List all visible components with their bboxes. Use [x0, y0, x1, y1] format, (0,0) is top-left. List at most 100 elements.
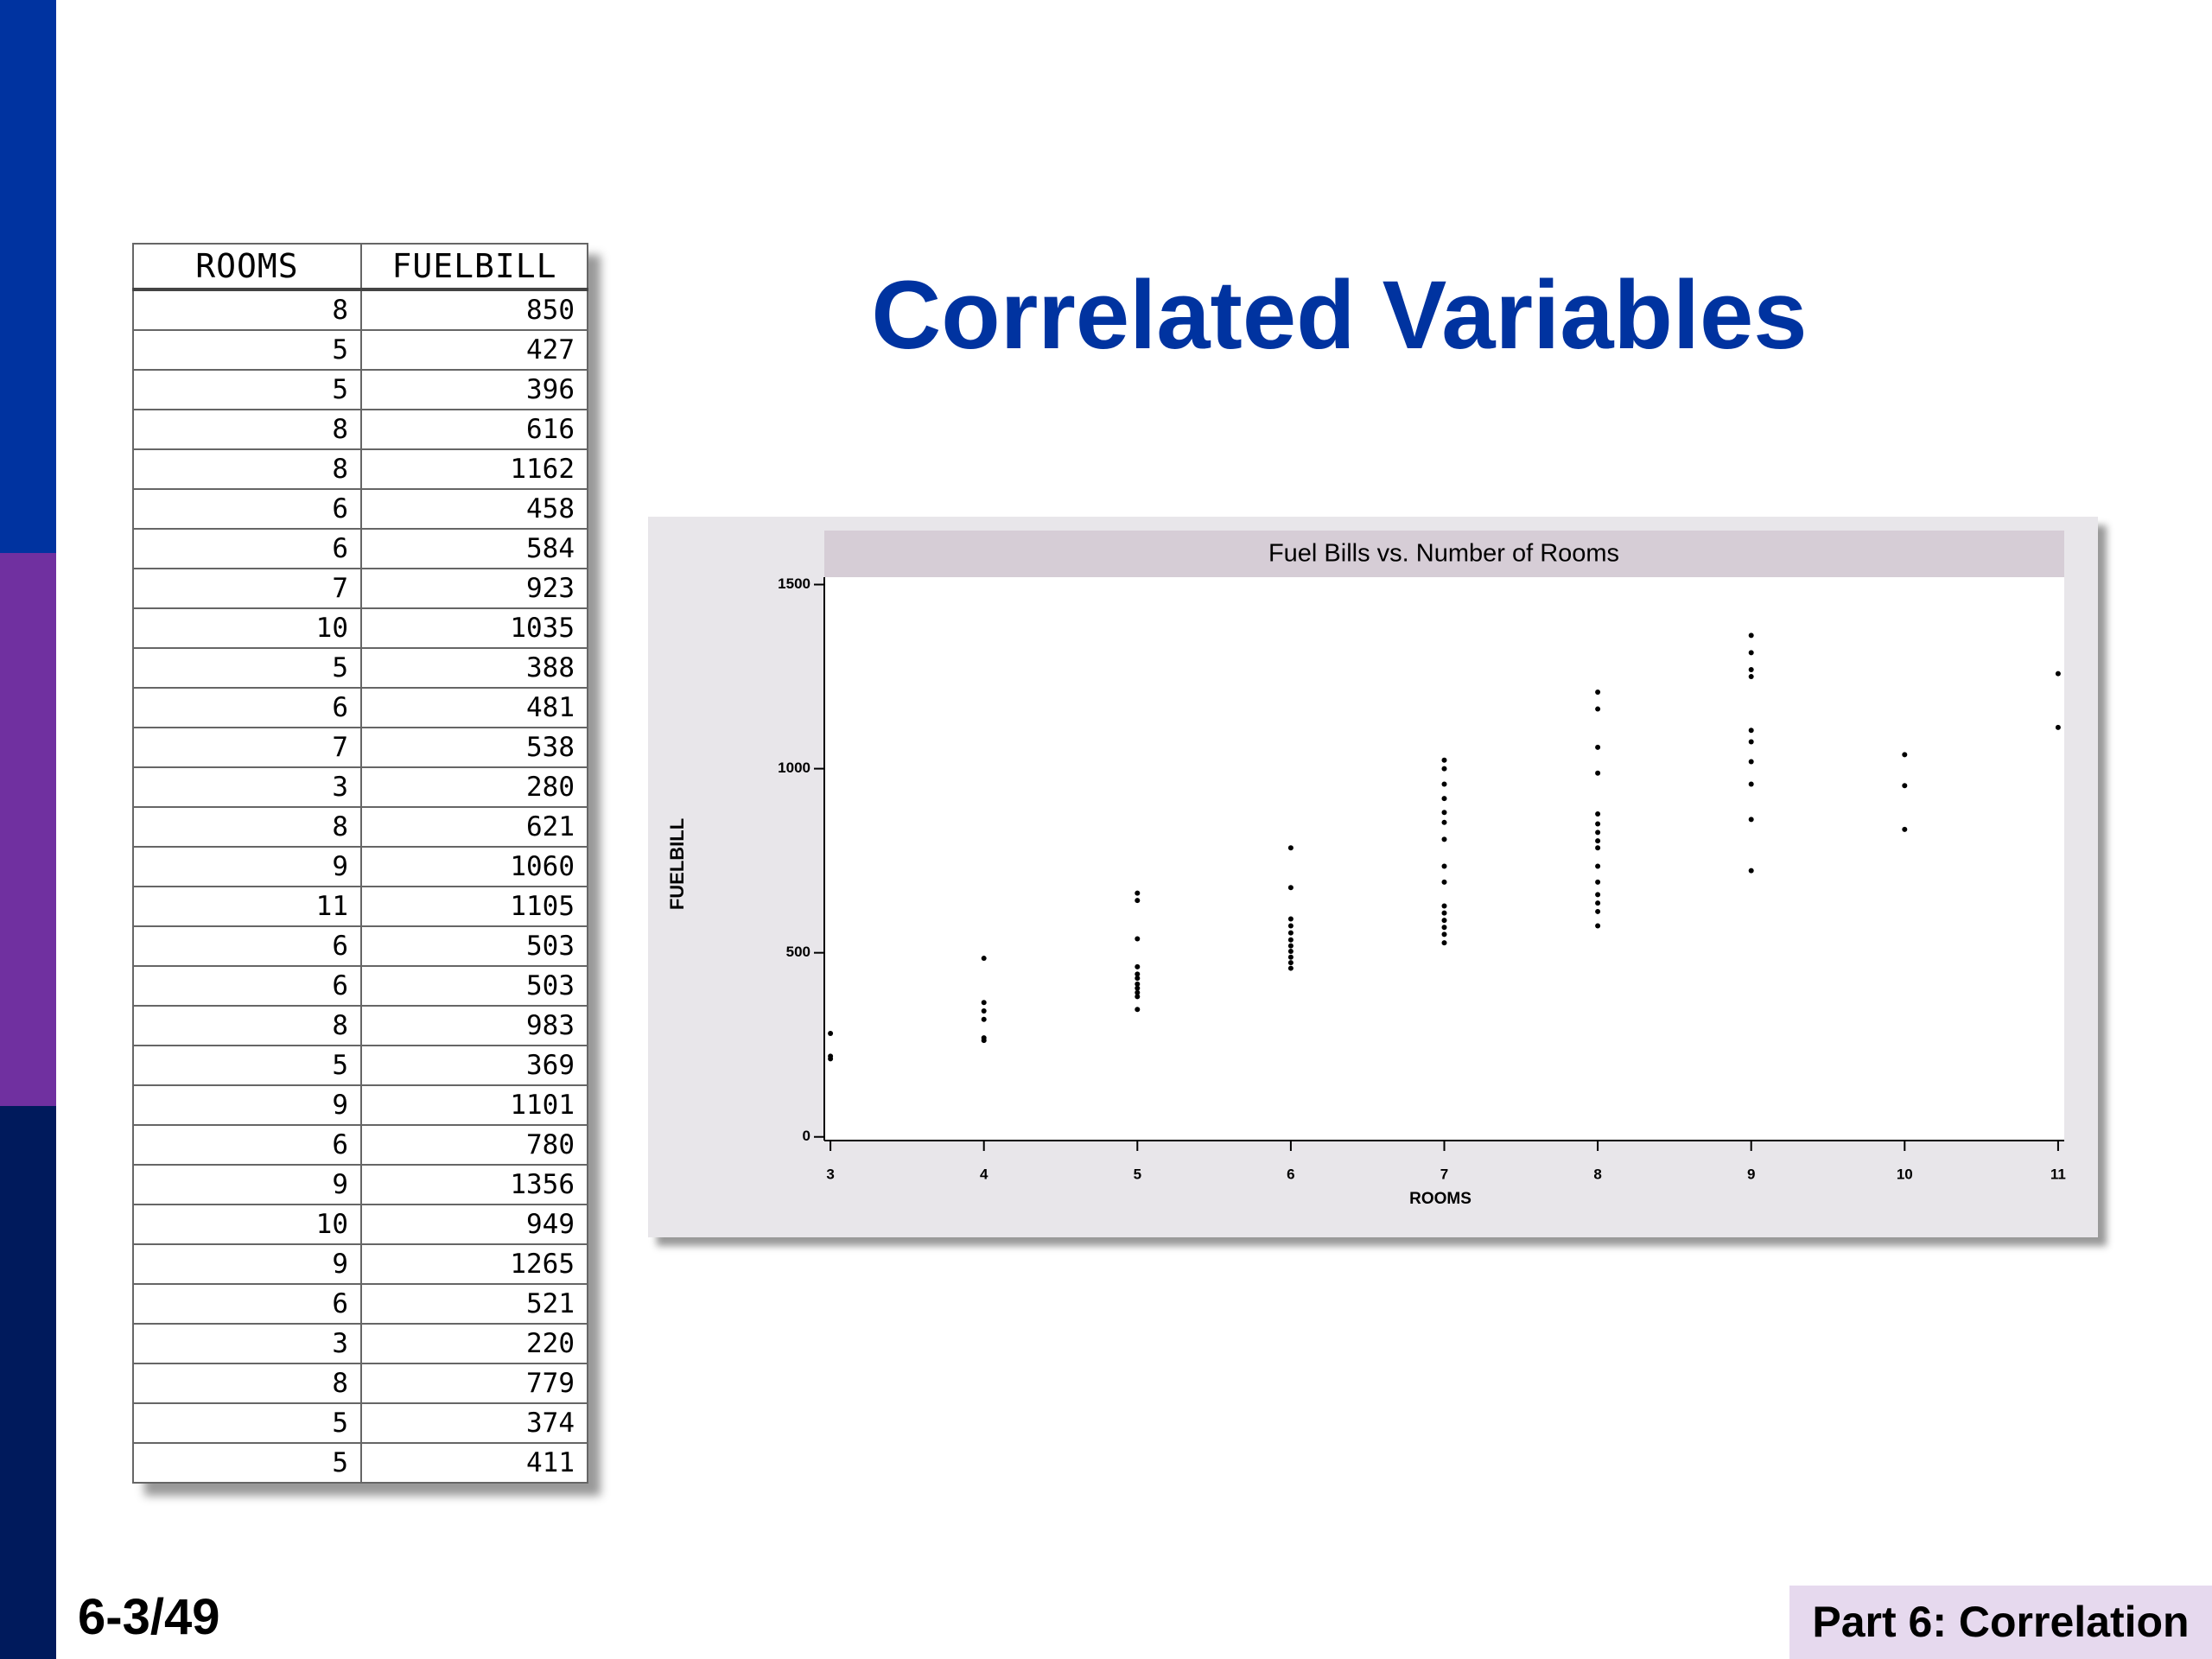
- table-row: 8 779: [132, 1363, 588, 1404]
- scatter-point: [1287, 948, 1294, 954]
- table-row: 7 923: [132, 568, 588, 609]
- scatter-point: [1748, 759, 1754, 765]
- table-row: 10 949: [132, 1204, 588, 1245]
- data-table: ROOMS FUELBILL 8 850 5 427 5 396 8 616 8 1162 6 458 6 5…: [132, 243, 588, 1484]
- scatter-point: [1441, 863, 1447, 869]
- scatter-point: [981, 1007, 987, 1014]
- table-row: 8 850: [132, 289, 588, 331]
- table-cell: 388: [360, 647, 588, 689]
- table-cell: 779: [360, 1363, 588, 1404]
- side-bar-navy: [0, 1106, 56, 1659]
- table-cell: 6: [132, 1124, 362, 1166]
- table-cell: 503: [360, 925, 588, 967]
- table-cell: 6: [132, 965, 362, 1007]
- table-cell: 5: [132, 369, 362, 410]
- table-row: 8 616: [132, 409, 588, 450]
- page-number: 6-3/49: [78, 1589, 220, 1645]
- table-cell: 481: [360, 687, 588, 728]
- table-cell: 8: [132, 1005, 362, 1046]
- table-cell: 9: [132, 1084, 362, 1126]
- scatter-point: [1287, 960, 1294, 966]
- table-cell: 621: [360, 806, 588, 848]
- table-cell: 983: [360, 1005, 588, 1046]
- scatter-point: [2055, 724, 2061, 730]
- table-cell: 369: [360, 1045, 588, 1086]
- table-cell: 1105: [360, 886, 588, 927]
- table-cell: 9: [132, 1164, 362, 1205]
- table-row: 8 1162: [132, 448, 588, 490]
- plot-area: [824, 577, 2064, 1141]
- scatter-point: [1441, 757, 1447, 763]
- scatter-point: [1135, 1007, 1141, 1013]
- scatter-point: [1441, 879, 1447, 885]
- section-label: Part 6: Correlation: [1789, 1586, 2212, 1659]
- table-row: 3 280: [132, 766, 588, 808]
- table-cell: 8: [132, 1363, 362, 1404]
- table-cell: 411: [360, 1442, 588, 1484]
- scatter-point: [1595, 863, 1601, 869]
- scatter-point: [1441, 931, 1447, 938]
- table-row: 6 458: [132, 488, 588, 530]
- side-bar-blue: [0, 0, 56, 553]
- table-cell: 6: [132, 687, 362, 728]
- table-row: 5 369: [132, 1045, 588, 1086]
- scatter-point: [1135, 985, 1141, 991]
- scatter-point: [1748, 666, 1754, 672]
- scatter-point: [1287, 885, 1294, 891]
- table-cell: 458: [360, 488, 588, 530]
- scatter-point: [828, 1030, 834, 1036]
- scatter-point: [1441, 766, 1447, 772]
- scatter-point: [1595, 811, 1601, 817]
- scatter-point: [1441, 925, 1447, 931]
- scatter-point: [1287, 943, 1294, 949]
- table-cell: 1060: [360, 846, 588, 887]
- side-bar-purple: [0, 553, 56, 1106]
- table-cell: 949: [360, 1204, 588, 1245]
- scatter-point: [1595, 838, 1601, 844]
- scatter-point: [1595, 706, 1601, 712]
- table-row: 5 388: [132, 647, 588, 689]
- table-cell: 3: [132, 766, 362, 808]
- table-cell: 850: [360, 289, 588, 331]
- scatter-point: [981, 1016, 987, 1022]
- table-cell: 1356: [360, 1164, 588, 1205]
- table-row: 9 1356: [132, 1164, 588, 1205]
- table-cell: 923: [360, 568, 588, 609]
- table-cell: 7: [132, 568, 362, 609]
- table-cell: 280: [360, 766, 588, 808]
- scatter-point: [1287, 916, 1294, 922]
- scatter-point: [1441, 781, 1447, 787]
- x-tick-label: 5: [1134, 1166, 1141, 1182]
- scatter-point: [1441, 836, 1447, 842]
- scatter-point: [1441, 810, 1447, 816]
- table-cell: 6: [132, 925, 362, 967]
- table-cell: 521: [360, 1283, 588, 1325]
- y-tick-label: 1000: [778, 760, 810, 776]
- x-axis-title: ROOMS: [1409, 1190, 1471, 1208]
- scatter-point: [1595, 923, 1601, 929]
- table-cell: 396: [360, 369, 588, 410]
- table-cell: 5: [132, 1045, 362, 1086]
- scatter-point: [1748, 674, 1754, 680]
- scatter-point: [1441, 910, 1447, 916]
- table-cell: 5: [132, 1442, 362, 1484]
- scatter-point: [1748, 868, 1754, 874]
- scatter-point: [1595, 689, 1601, 695]
- scatter-point: [1595, 744, 1601, 750]
- x-tick-label: 8: [1593, 1166, 1601, 1182]
- table-cell: 8: [132, 806, 362, 848]
- table-cell: 9: [132, 846, 362, 887]
- scatter-point: [1287, 845, 1294, 851]
- column-header: FUELBILL: [360, 243, 588, 291]
- scatter-point: [1441, 819, 1447, 825]
- table-cell: 1162: [360, 448, 588, 490]
- scatter-point: [1135, 936, 1141, 942]
- scatter-point: [1595, 908, 1601, 914]
- x-tick-label: 10: [1897, 1166, 1913, 1182]
- table-cell: 427: [360, 329, 588, 371]
- table-row: 5 427: [132, 329, 588, 371]
- scatter-point: [1595, 770, 1601, 776]
- table-cell: 8: [132, 409, 362, 450]
- table-row: 6 521: [132, 1283, 588, 1325]
